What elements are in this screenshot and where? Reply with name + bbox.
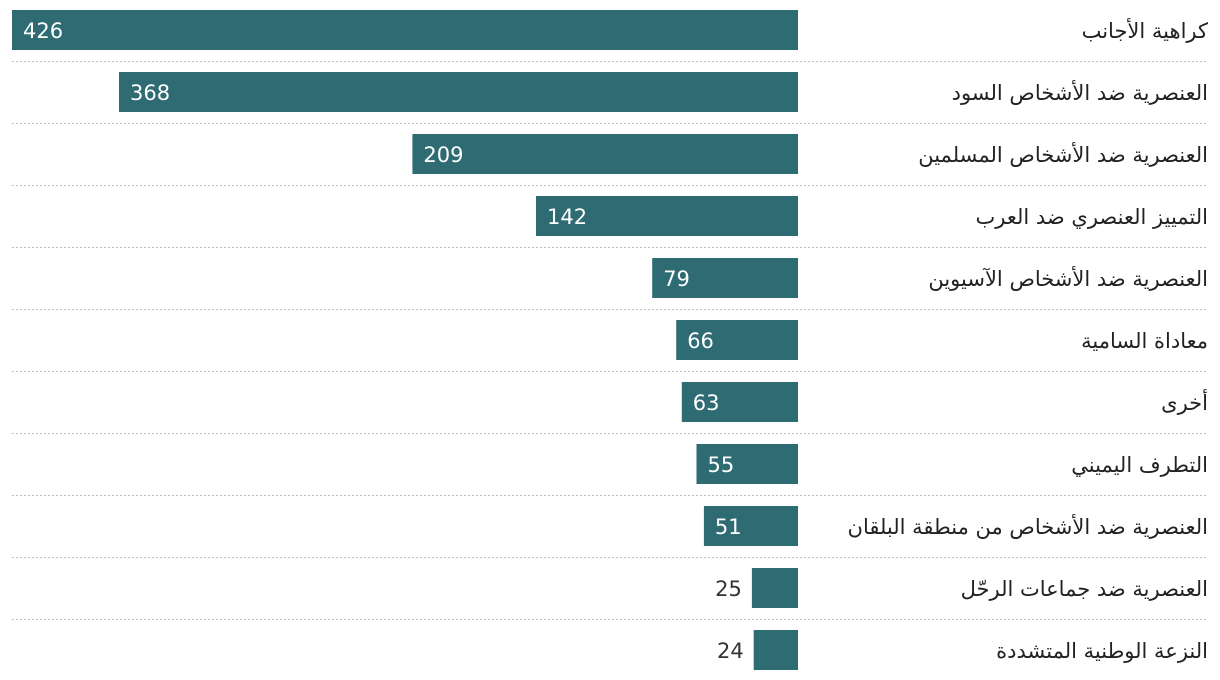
bar xyxy=(12,10,798,50)
category-label: العنصرية ضد الأشخاص من منطقة البلقان xyxy=(848,514,1208,539)
value-label: 63 xyxy=(693,391,720,415)
category-label: العنصرية ضد جماعات الرحّل xyxy=(961,577,1208,601)
category-label: أخرى xyxy=(1161,389,1208,415)
bar xyxy=(652,258,798,298)
category-label: التمييز العنصري ضد العرب xyxy=(975,205,1208,229)
value-label: 368 xyxy=(130,81,170,105)
category-label: العنصرية ضد الأشخاص الآسيوين xyxy=(928,266,1208,291)
value-label: 25 xyxy=(715,577,742,601)
bar xyxy=(753,630,798,670)
value-label: 51 xyxy=(715,515,742,539)
category-label: النزعة الوطنية المتشددة xyxy=(996,639,1208,663)
value-label: 66 xyxy=(687,329,714,353)
bar xyxy=(681,382,798,422)
bar xyxy=(703,506,798,546)
bar xyxy=(119,72,798,112)
value-label: 79 xyxy=(663,267,690,291)
value-label: 55 xyxy=(708,453,735,477)
value-label: 24 xyxy=(717,639,744,663)
bar xyxy=(412,134,798,174)
bar xyxy=(751,568,798,608)
bar xyxy=(696,444,798,484)
bar xyxy=(536,196,798,236)
category-label: كراهية الأجانب xyxy=(1082,18,1208,43)
value-label: 142 xyxy=(547,205,587,229)
category-label: العنصرية ضد الأشخاص المسلمين xyxy=(918,142,1208,167)
bar xyxy=(676,320,798,360)
category-label: معاداة السامية xyxy=(1081,329,1208,353)
category-label: العنصرية ضد الأشخاص السود xyxy=(952,80,1208,105)
value-label: 209 xyxy=(423,143,463,167)
value-label: 426 xyxy=(23,19,63,43)
category-label: التطرف اليميني xyxy=(1071,453,1208,477)
